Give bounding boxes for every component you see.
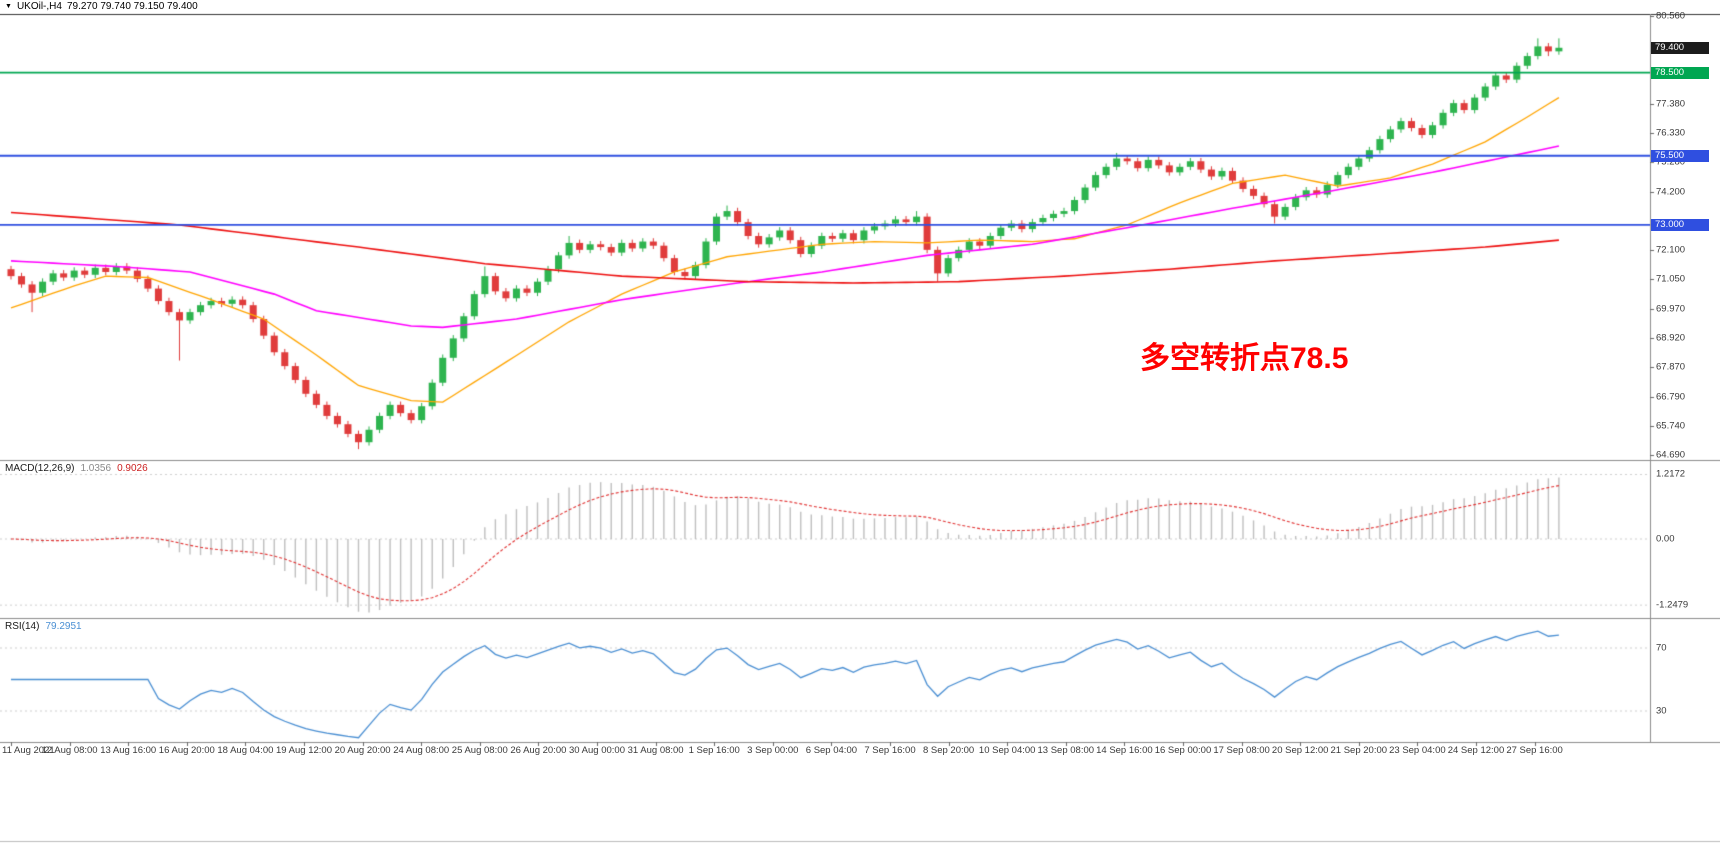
time-axis-label: 18 Aug 04:00 xyxy=(217,745,274,756)
price-tick-label: 65.740 xyxy=(1656,420,1686,432)
price-tick-label: 71.050 xyxy=(1656,273,1686,285)
price-tick-label: 74.200 xyxy=(1656,186,1686,198)
symbol-timeframe: UKOil-,H4 xyxy=(16,1,62,12)
rsi-axis-label: 70 xyxy=(1656,642,1667,654)
macd-main-value: 1.0356 xyxy=(80,463,112,474)
level-price-tag: 75.500 xyxy=(1651,149,1709,162)
price-tick-label: 66.790 xyxy=(1656,391,1686,403)
macd-axis-label: -1.2479 xyxy=(1656,599,1689,611)
time-axis-label: 6 Sep 04:00 xyxy=(805,745,858,756)
time-axis-label: 16 Aug 20:00 xyxy=(158,745,215,756)
time-axis-label: 24 Sep 12:00 xyxy=(1447,745,1505,756)
time-axis-label: 31 Aug 08:00 xyxy=(627,745,684,756)
rsi-value: 79.2951 xyxy=(45,621,82,632)
price-tick-label: 72.100 xyxy=(1656,244,1686,256)
macd-indicator-label: MACD(12,26,9) 1.0356 0.9026 xyxy=(5,463,148,474)
price-tick-label: 76.330 xyxy=(1656,127,1686,139)
time-axis-label: 10 Sep 04:00 xyxy=(978,745,1036,756)
time-axis-label: 17 Sep 08:00 xyxy=(1213,745,1270,756)
price-tick-label: 77.380 xyxy=(1656,98,1686,110)
symbol-quote-bar: ▼ UKOil-,H4 79.270 79.740 79.150 79.400 xyxy=(5,1,198,12)
time-axis-label: 21 Sep 20:00 xyxy=(1330,745,1388,756)
chevron-down-icon[interactable]: ▼ xyxy=(5,2,12,10)
price-tick-label: 69.970 xyxy=(1656,303,1686,315)
time-axis-label: 25 Aug 08:00 xyxy=(451,745,508,756)
time-axis-label: 13 Sep 08:00 xyxy=(1037,745,1095,756)
time-axis-label: 23 Sep 04:00 xyxy=(1389,745,1446,756)
time-axis-label: 3 Sep 00:00 xyxy=(747,745,799,756)
time-axis-label: 16 Sep 00:00 xyxy=(1154,745,1212,756)
price-tick-label: 75.280 xyxy=(1656,156,1686,168)
time-axis-label: 27 Sep 16:00 xyxy=(1506,745,1563,756)
time-axis-label: 20 Aug 20:00 xyxy=(334,745,391,756)
time-axis-label: 7 Sep 16:00 xyxy=(864,745,916,756)
time-axis-label: 30 Aug 00:00 xyxy=(568,745,625,756)
macd-name: MACD(12,26,9) xyxy=(5,463,75,474)
time-axis-label: 1 Sep 16:00 xyxy=(688,745,740,756)
macd-axis-label: 0.00 xyxy=(1656,533,1675,545)
time-axis-label: 19 Aug 12:00 xyxy=(275,745,332,756)
time-axis-label: 12 Aug 08:00 xyxy=(41,745,98,756)
level-price-tag: 78.500 xyxy=(1651,66,1709,79)
current-price-tag: 79.400 xyxy=(1651,41,1709,54)
time-axis-label: 20 Sep 12:00 xyxy=(1271,745,1329,756)
rsi-axis-label: 30 xyxy=(1656,705,1667,717)
macd-axis-label: 1.2172 xyxy=(1656,468,1686,480)
macd-signal-value: 0.9026 xyxy=(117,463,148,474)
time-axis-label: 26 Aug 20:00 xyxy=(510,745,567,756)
price-tick-label: 68.920 xyxy=(1656,332,1686,344)
time-axis-label: 13 Aug 16:00 xyxy=(100,745,157,756)
rsi-name: RSI(14) xyxy=(5,621,40,632)
time-axis-label: 11 Aug 2021 xyxy=(2,745,55,756)
price-tick-label: 64.690 xyxy=(1656,449,1686,461)
quote-ohlc: 79.270 79.740 79.150 79.400 xyxy=(66,1,198,12)
price-tick-label: 67.870 xyxy=(1656,361,1686,373)
annotation-text: 多空转折点78.5 xyxy=(1140,342,1349,375)
level-price-tag: 73.000 xyxy=(1651,218,1709,231)
time-axis-label: 24 Aug 08:00 xyxy=(393,745,450,756)
price-tick-label: 80.560 xyxy=(1656,10,1686,22)
time-axis-label: 8 Sep 20:00 xyxy=(922,745,975,756)
time-axis-label: 14 Sep 16:00 xyxy=(1096,745,1153,756)
rsi-indicator-label: RSI(14) 79.2951 xyxy=(5,621,82,632)
